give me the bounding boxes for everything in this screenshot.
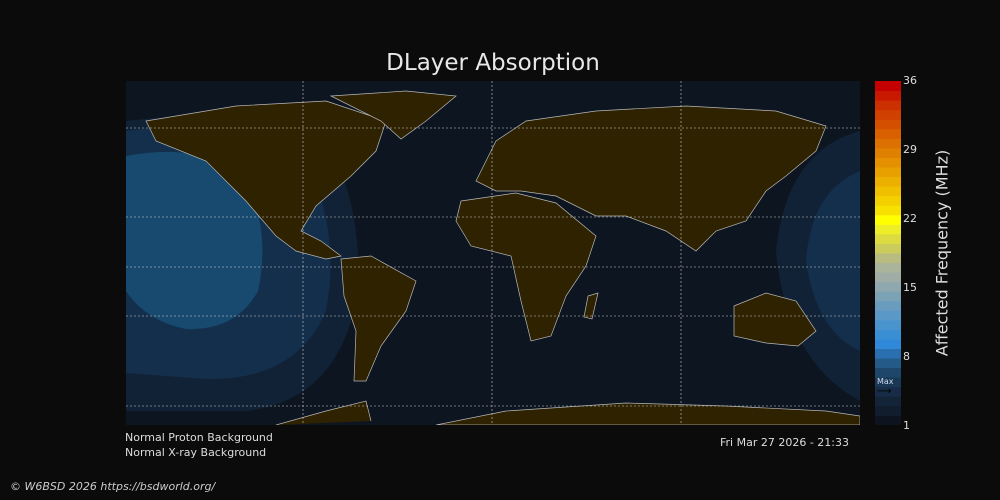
xray-status: Normal X-ray Background <box>125 446 267 459</box>
colorbar-bin <box>875 348 901 359</box>
colorbar-bin <box>875 339 901 350</box>
colorbar-bin <box>875 319 901 330</box>
colorbar-bin <box>875 214 901 225</box>
colorbar-bin <box>875 109 901 120</box>
colorbar-bin <box>875 367 901 378</box>
colorbar <box>875 81 901 425</box>
max-arrow-icon: ⟶ <box>877 386 892 397</box>
colorbar-bin <box>875 119 901 130</box>
colorbar-bin <box>875 310 901 321</box>
colorbar-bin <box>875 100 901 111</box>
colorbar-bin <box>875 396 901 407</box>
colorbar-bin <box>875 81 901 92</box>
credit: © W6BSD 2026 https://bsdworld.org/ <box>10 480 216 493</box>
proton-status: Normal Proton Background <box>125 431 273 444</box>
colorbar-label: Affected Frequency (MHz) <box>932 149 952 357</box>
colorbar-bin <box>875 300 901 311</box>
max-marker-label: Max <box>877 377 894 386</box>
madagascar <box>583 292 599 320</box>
colorbar-bin <box>875 272 901 283</box>
timestamp: Fri Mar 27 2026 - 21:33 <box>720 436 850 449</box>
colorbar-bin <box>875 358 901 369</box>
colorbar-bin <box>875 291 901 302</box>
colorbar-bin <box>875 329 901 340</box>
colorbar-bin <box>875 233 901 244</box>
colorbar-bin <box>875 262 901 273</box>
colorbar-bin <box>875 186 901 197</box>
gridlines <box>126 81 860 425</box>
colorbar-bin <box>875 90 901 101</box>
australia <box>733 292 817 347</box>
south-america <box>340 255 417 382</box>
world-map <box>126 81 860 425</box>
colorbar-bin <box>875 405 901 416</box>
colorbar-tick: 8 <box>903 350 910 363</box>
colorbar-tick: 22 <box>903 212 917 225</box>
colorbar-bin <box>875 253 901 264</box>
colorbar-bin <box>875 281 901 292</box>
colorbar-bin <box>875 243 901 254</box>
colorbar-tick: 29 <box>903 143 917 156</box>
colorbar-bin <box>875 205 901 216</box>
colorbar-tick: 15 <box>903 281 917 294</box>
colorbar-bin <box>875 128 901 139</box>
colorbar-bin <box>875 147 901 158</box>
colorbar-bin <box>875 157 901 168</box>
chart-title: DLayer Absorption <box>386 50 600 76</box>
colorbar-bin <box>875 176 901 187</box>
greenland <box>329 90 457 140</box>
colorbar-bin <box>875 415 901 425</box>
contour-level-3 <box>126 151 263 330</box>
contour-level-2-east <box>806 171 860 351</box>
colorbar-bin <box>875 224 901 235</box>
colorbar-bin <box>875 377 901 388</box>
colorbar-tick: 36 <box>903 74 917 87</box>
colorbar-bin <box>875 138 901 149</box>
colorbar-bin <box>875 167 901 178</box>
colorbar-tick: 1 <box>903 419 910 432</box>
europe-asia <box>475 105 827 252</box>
colorbar-bin <box>875 386 901 397</box>
north-america <box>145 100 387 260</box>
colorbar-bin <box>875 195 901 206</box>
